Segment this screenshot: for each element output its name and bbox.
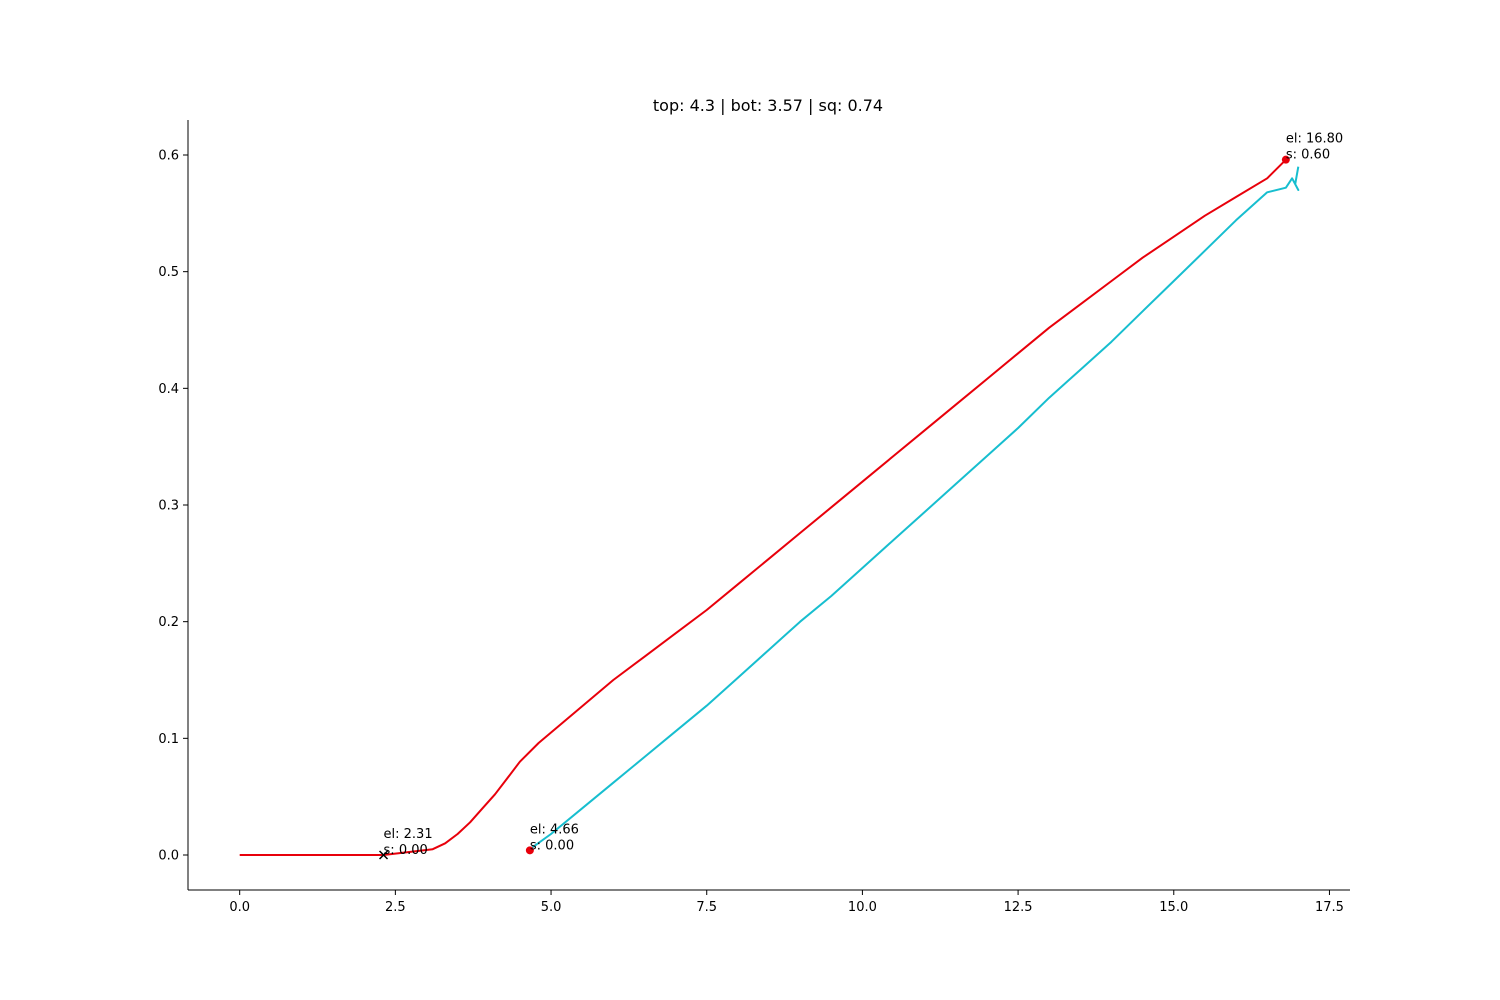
y-tick-label: 0.6 (158, 149, 179, 164)
series-line-1 (239, 158, 1287, 856)
x-tick-label: 17.5 (1315, 900, 1344, 915)
annotation-line-2: s: 0.00 (530, 838, 574, 853)
y-tick-label: 0.4 (158, 382, 179, 397)
dot-marker (525, 846, 534, 855)
annotation-line-1: el: 2.31 (384, 827, 433, 842)
x-tick-label: 10.0 (848, 900, 877, 915)
y-tick-label: 0.1 (158, 732, 179, 747)
x-tick-label: 2.5 (385, 900, 406, 915)
series-layer (239, 158, 1300, 856)
series-line-2 (529, 166, 1300, 851)
x-tick-label: 7.5 (696, 900, 717, 915)
y-tick-label: 0.5 (158, 265, 179, 280)
annotation-line-2: s: 0.60 (1286, 148, 1330, 163)
annotation-line-1: el: 4.66 (530, 822, 579, 837)
chart-title: top: 4.3 | bot: 3.57 | sq: 0.74 (653, 96, 883, 115)
x-tick-label: 0.0 (229, 900, 250, 915)
annotation-line-2: s: 0.00 (384, 843, 428, 858)
y-tick-label: 0.3 (158, 499, 179, 514)
y-tick-label: 0.0 (158, 849, 179, 864)
annotation-line-1: el: 16.80 (1286, 132, 1343, 147)
x-tick-label: 12.5 (1004, 900, 1033, 915)
marker-layer (379, 155, 1290, 860)
x-marker (379, 850, 389, 860)
x-tick-label: 5.0 (541, 900, 562, 915)
y-axis-ticks: 0.0 0.1 0.2 0.3 0.4 0.5 0.6 (158, 149, 188, 864)
x-tick-label: 15.0 (1159, 900, 1188, 915)
y-tick-label: 0.2 (158, 615, 179, 630)
dot-marker (1281, 155, 1290, 164)
x-axis-ticks: 0.0 2.5 5.0 7.5 10.0 12.5 15.0 17.5 (229, 890, 1344, 915)
